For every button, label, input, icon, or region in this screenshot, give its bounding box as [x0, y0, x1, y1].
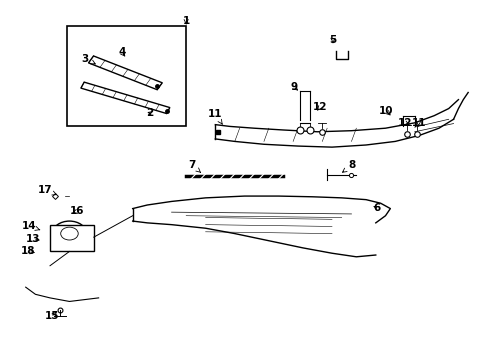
- Text: 11: 11: [410, 118, 425, 128]
- Text: 6: 6: [372, 203, 380, 213]
- Text: 18: 18: [21, 247, 35, 256]
- Text: 4: 4: [118, 48, 125, 58]
- Text: 10: 10: [379, 107, 393, 116]
- Text: 16: 16: [69, 206, 84, 216]
- Text: 5: 5: [329, 35, 336, 45]
- Bar: [50, 225, 94, 251]
- Text: 9: 9: [290, 82, 297, 92]
- Text: 13: 13: [26, 234, 40, 244]
- Text: 12: 12: [312, 103, 326, 112]
- Text: 14: 14: [22, 221, 40, 231]
- Text: 11: 11: [208, 109, 222, 124]
- Bar: [67, 26, 186, 126]
- Text: 7: 7: [188, 160, 200, 172]
- Text: 8: 8: [342, 160, 355, 172]
- Text: 2: 2: [146, 108, 153, 118]
- Text: 3: 3: [81, 54, 95, 64]
- Text: 12: 12: [397, 118, 411, 128]
- Text: 1: 1: [182, 16, 189, 26]
- Text: 17: 17: [38, 185, 56, 195]
- Text: 15: 15: [45, 311, 60, 321]
